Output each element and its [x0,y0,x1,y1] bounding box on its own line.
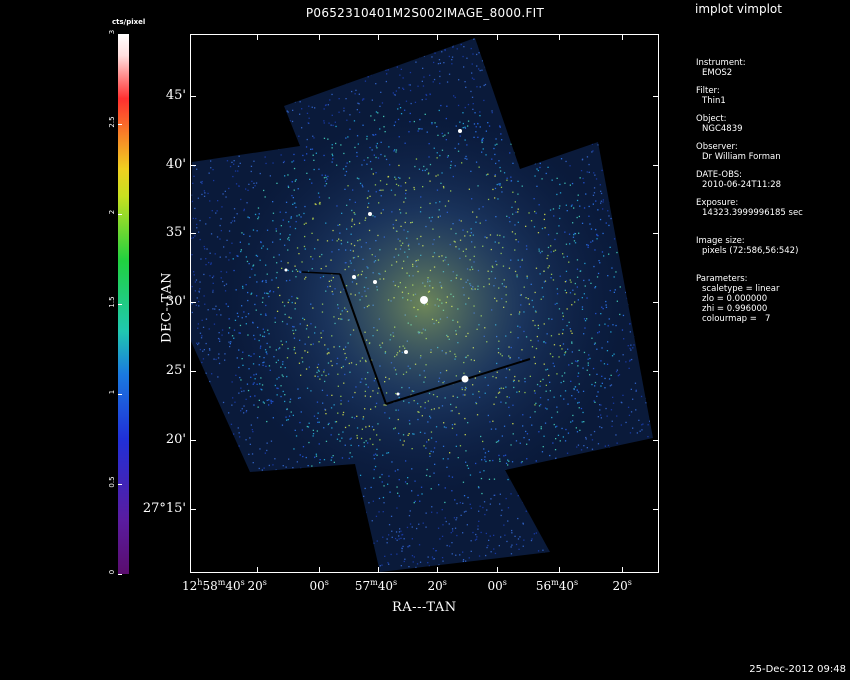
date-obs-value: 2010-06-24T11:28 [702,180,782,190]
y-tick-label: 30' [165,294,186,309]
y-tick-label: 20' [165,432,186,447]
plot-frame [190,34,659,573]
colorbar-tick-mark [118,304,122,305]
x-tick-mark [319,34,320,40]
observer-label: Observer: [696,142,738,152]
exposure-value: 14323.3999996185 sec [702,208,803,218]
x-tick-mark [437,34,438,40]
x-tick-label: 20s [612,578,632,593]
x-tick-mark [437,567,438,573]
colorbar-tick-label: 2.5 [108,116,116,128]
info-panel: Instrument: EMOS2 Filter: Thin1 Object: … [696,58,803,324]
parameters-label: Parameters: [696,274,748,284]
param-zhi: zhi = 0.996000 [702,304,768,314]
y-axis-label: DEC--TAN [159,272,175,343]
x-tick-label: 00s [309,578,329,593]
param-colourmap: colourmap = 7 [702,314,771,324]
colorbar-tick-label: 1.5 [108,296,116,308]
y-tick-mark [653,440,659,441]
colorbar-tick-mark [118,34,122,35]
y-tick-mark [190,165,196,166]
instrument-value: EMOS2 [702,68,733,78]
x-tick-label: 56m40s [535,578,579,593]
object-value: NGC4839 [702,124,743,134]
x-tick-label: 20s [427,578,447,593]
y-tick-mark [653,371,659,372]
y-tick-mark [190,371,196,372]
colorbar-tick-mark [118,484,122,485]
x-tick-label: 00s [487,578,507,593]
instrument-label: Instrument: [696,58,746,68]
y-tick-mark [653,96,659,97]
y-tick-label: 40' [165,157,186,172]
x-tick-mark [257,567,258,573]
y-tick-mark [190,233,196,234]
x-tick-mark [559,567,560,573]
y-tick-mark [190,96,196,97]
y-tick-mark [190,509,196,510]
colorbar-tick-label: 2 [108,209,116,215]
x-tick-label: 12h58m40s [182,578,245,593]
y-tick-mark [190,440,196,441]
param-scaletype: scaletype = linear [702,284,780,294]
colorbar-tick-mark [118,574,122,575]
colorbar-tick-label: 1 [108,389,116,395]
x-tick-mark [319,567,320,573]
image-size-label: Image size: [696,236,745,246]
colorbar-tick-label: 0.5 [108,476,116,488]
x-tick-mark [190,567,191,573]
x-tick-mark [559,34,560,40]
image-size-value: pixels (72:586,56:542) [702,246,799,256]
y-tick-label: 27°15' [142,501,186,516]
x-tick-mark [497,34,498,40]
colorbar-unit-label: cts/pixel [112,18,146,26]
x-tick-mark [190,34,191,40]
y-tick-label: 25' [165,363,186,378]
colorbar-tick-mark [118,214,122,215]
colorbar-tick-label: 3 [108,29,116,35]
colorbar-tick-mark [118,394,122,395]
x-tick-mark [378,567,379,573]
x-tick-label: 57m40s [354,578,398,593]
colorbar-tick-label: 0 [108,569,116,575]
object-label: Object: [696,114,727,124]
x-tick-mark [497,567,498,573]
exposure-label: Exposure: [696,198,739,208]
x-tick-mark [257,34,258,40]
colorbar [118,34,129,574]
image-title: P0652310401M2S002IMAGE_8000.FIT [305,6,545,20]
y-tick-mark [653,509,659,510]
filter-value: Thin1 [702,96,726,106]
x-tick-mark [622,567,623,573]
date-obs-label: DATE-OBS: [696,170,743,180]
observer-value: Dr William Forman [702,152,781,162]
x-tick-label: 20s [247,578,267,593]
y-tick-mark [190,302,196,303]
xray-image [190,38,653,572]
filter-label: Filter: [696,86,720,96]
app-title: implot vimplot [695,2,782,16]
timestamp: 25-Dec-2012 09:48 [749,664,846,675]
y-tick-label: 45' [165,88,186,103]
bright-sources [284,129,469,396]
y-tick-mark [653,165,659,166]
y-tick-label: 35' [165,225,186,240]
x-axis-label: RA---TAN [392,600,457,615]
x-tick-mark [378,34,379,40]
x-tick-mark [622,34,623,40]
y-tick-mark [653,233,659,234]
param-zlo: zlo = 0.000000 [702,294,768,304]
y-tick-mark [653,302,659,303]
colorbar-tick-mark [118,124,122,125]
